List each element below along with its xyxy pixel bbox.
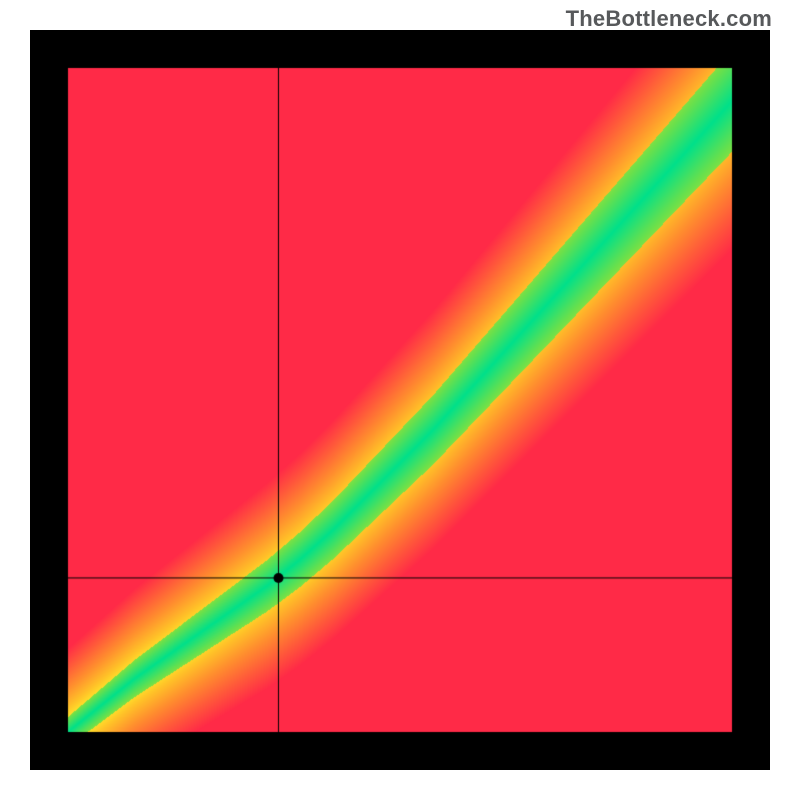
bottleneck-heatmap xyxy=(30,30,770,770)
watermark-text: TheBottleneck.com xyxy=(566,6,772,32)
